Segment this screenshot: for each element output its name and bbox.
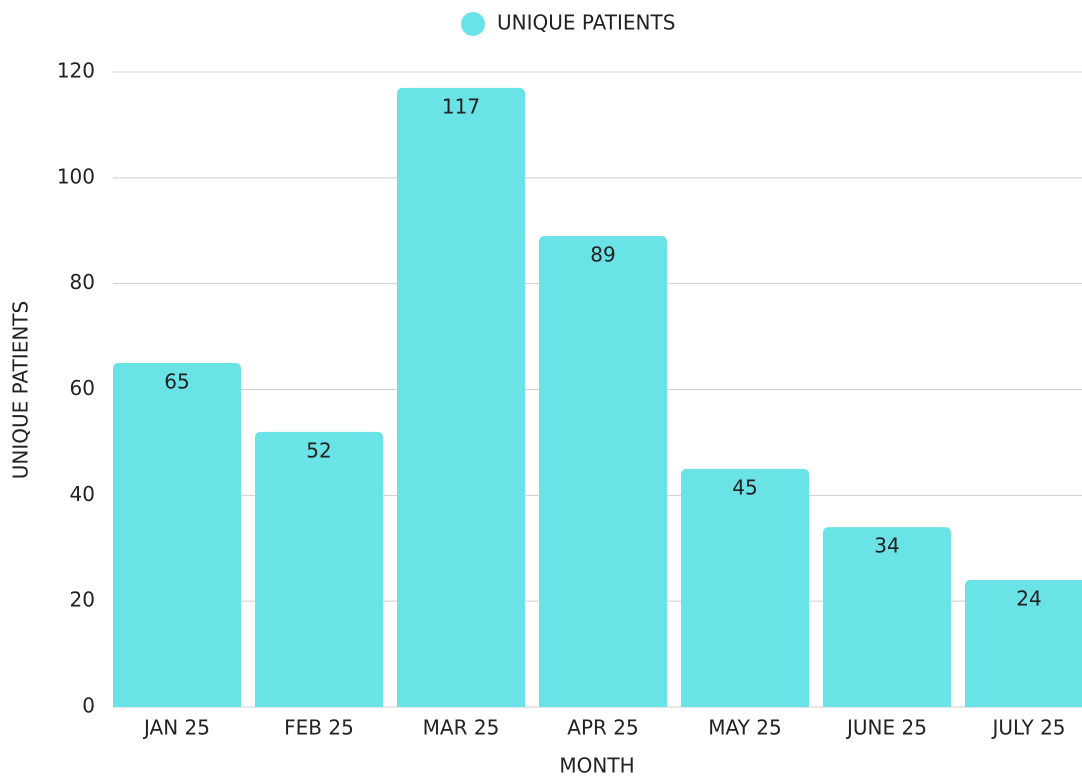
y-tick-label: 100 bbox=[57, 164, 95, 188]
bar bbox=[681, 468, 809, 707]
y-tick-label: 120 bbox=[57, 59, 95, 83]
y-tick-label: 0 bbox=[82, 694, 95, 718]
data-label: 24 bbox=[1016, 587, 1041, 611]
bar bbox=[823, 527, 951, 707]
x-axis-title: MONTH bbox=[559, 754, 634, 778]
legend-label: UNIQUE PATIENTS bbox=[497, 11, 675, 35]
x-tick-label: APR 25 bbox=[567, 716, 638, 740]
x-tick-label: MAR 25 bbox=[423, 716, 500, 740]
data-label: 117 bbox=[442, 94, 480, 118]
x-tick-label: MAY 25 bbox=[708, 716, 781, 740]
y-tick-label: 60 bbox=[70, 376, 95, 400]
y-axis-title: UNIQUE PATIENTS bbox=[9, 301, 33, 479]
bar bbox=[255, 431, 383, 707]
data-label: 65 bbox=[164, 370, 189, 394]
bar bbox=[113, 363, 241, 707]
bar bbox=[397, 87, 525, 707]
bar bbox=[965, 580, 1082, 707]
y-tick-label: 80 bbox=[70, 270, 95, 294]
y-tick-label: 40 bbox=[70, 482, 95, 506]
legend-swatch bbox=[461, 12, 485, 36]
data-label: 45 bbox=[732, 475, 757, 499]
data-label: 34 bbox=[874, 534, 899, 558]
data-label: 52 bbox=[306, 438, 331, 462]
bar bbox=[539, 236, 667, 707]
data-label: 89 bbox=[590, 243, 615, 267]
x-tick-label: JUNE 25 bbox=[845, 716, 927, 740]
x-tick-label: JULY 25 bbox=[990, 716, 1065, 740]
x-tick-label: FEB 25 bbox=[284, 716, 354, 740]
y-tick-label: 20 bbox=[70, 588, 95, 612]
x-tick-label: JAN 25 bbox=[142, 716, 210, 740]
